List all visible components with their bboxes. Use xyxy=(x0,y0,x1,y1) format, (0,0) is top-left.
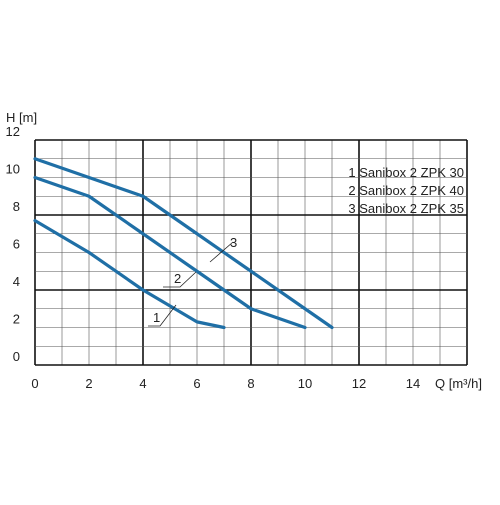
y-tick-label: 10 xyxy=(6,162,20,177)
legend: 1 Sanibox 2 ZPK 30 2 Sanibox 2 ZPK 40 3 Sa… xyxy=(348,165,464,216)
series-line-2 xyxy=(33,175,307,330)
y-tick-label: 2 xyxy=(13,312,20,327)
x-tick-label: 6 xyxy=(193,376,200,391)
legend-entry: 2 Sanibox 2 ZPK 40 xyxy=(348,183,464,198)
series-leader-line-1 xyxy=(148,304,177,327)
y-axis-label: H [m] xyxy=(6,110,37,125)
y-tick-label: 0 xyxy=(13,349,20,364)
series-leader-line-3 xyxy=(209,241,234,263)
legend-entry: 3 Sanibox 2 ZPK 35 xyxy=(348,201,464,216)
x-tick-label: 14 xyxy=(406,376,420,391)
series-number-label-1: 1 xyxy=(153,310,160,325)
series-labels: 1 2 3 xyxy=(148,235,237,327)
x-tick-label: 8 xyxy=(247,376,254,391)
x-axis-label: Q [m³/h] xyxy=(435,376,482,391)
y-tick-label: 8 xyxy=(13,199,20,214)
x-tick-label: 12 xyxy=(352,376,366,391)
series-number-label-3: 3 xyxy=(230,235,237,250)
series-number-label-2: 2 xyxy=(174,271,181,286)
x-tick-label: 2 xyxy=(85,376,92,391)
series-lines xyxy=(33,157,334,330)
series-leader-line-2 xyxy=(163,271,197,288)
grid xyxy=(34,139,468,366)
legend-entry: 1 Sanibox 2 ZPK 30 xyxy=(348,165,464,180)
x-tick-label: 10 xyxy=(298,376,312,391)
x-tick-label: 4 xyxy=(139,376,146,391)
y-tick-label: 4 xyxy=(13,274,20,289)
series-line-3 xyxy=(33,157,334,330)
series-line-1 xyxy=(33,219,226,330)
y-tick-label: 12 xyxy=(6,124,20,139)
x-tick-label: 0 xyxy=(31,376,38,391)
y-tick-label: 6 xyxy=(13,237,20,252)
